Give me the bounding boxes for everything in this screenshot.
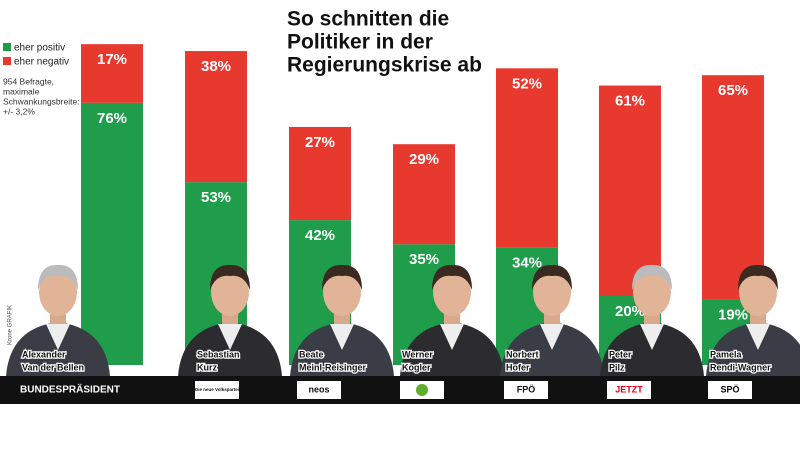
portrait bbox=[290, 264, 394, 376]
party-label: FPÖ bbox=[517, 384, 536, 394]
person-name: Pilz bbox=[609, 362, 625, 372]
legend-swatch bbox=[3, 57, 11, 65]
portrait-collar bbox=[46, 324, 70, 350]
value-label: 53% bbox=[201, 189, 231, 206]
person-name: Hofer bbox=[506, 362, 530, 372]
portrait-hair bbox=[532, 264, 572, 290]
portrait-hair bbox=[38, 264, 78, 290]
portrait-head bbox=[533, 268, 571, 316]
portrait-hair bbox=[322, 264, 362, 290]
portrait-collar bbox=[218, 324, 242, 350]
person-name: Pamela bbox=[710, 349, 743, 359]
portrait-hair bbox=[738, 264, 778, 290]
person-name: Beate bbox=[299, 349, 324, 359]
portrait-head bbox=[433, 268, 471, 316]
legend-label: eher positiv bbox=[14, 43, 65, 54]
bar-segment bbox=[185, 51, 247, 183]
portrait-head bbox=[39, 268, 77, 316]
value-label: 27% bbox=[305, 134, 335, 151]
person-name: Kurz bbox=[197, 362, 217, 372]
bar-segment bbox=[702, 75, 764, 300]
value-label: 76% bbox=[97, 110, 127, 127]
person-name: Kogler bbox=[402, 362, 431, 372]
party-logo bbox=[708, 381, 752, 399]
value-label: 52% bbox=[512, 75, 542, 92]
person-name: Peter bbox=[609, 349, 632, 359]
chart-title: Regierungskrise ab bbox=[287, 54, 482, 77]
note: +/- 3,2% bbox=[3, 106, 35, 116]
legend-label: eher negativ bbox=[14, 57, 69, 68]
bar-segment bbox=[81, 44, 143, 103]
value-label: 42% bbox=[305, 227, 335, 244]
value-label: 29% bbox=[409, 151, 439, 168]
portrait-collar bbox=[330, 324, 354, 350]
office-label: BUNDESPRÄSIDENT bbox=[20, 383, 120, 396]
portrait-collar bbox=[746, 324, 770, 350]
chart-title: So schnitten die bbox=[287, 8, 449, 31]
note: Schwankungsbreite: bbox=[3, 96, 80, 106]
party-logo bbox=[195, 381, 239, 399]
portrait-head bbox=[323, 268, 361, 316]
party-label: neos bbox=[308, 384, 329, 394]
note: 954 Befragte, bbox=[3, 76, 54, 86]
portrait-head bbox=[739, 268, 777, 316]
chart-title: Politiker in der bbox=[287, 31, 433, 54]
person-name: Sebastian bbox=[197, 349, 240, 359]
portrait-collar bbox=[640, 324, 664, 350]
portrait bbox=[706, 264, 800, 376]
party-label: JETZT bbox=[615, 384, 643, 394]
bar-segment bbox=[289, 126, 351, 221]
portrait-body bbox=[706, 322, 800, 376]
portrait-hair bbox=[432, 264, 472, 290]
portrait-head bbox=[211, 268, 249, 316]
party-logo bbox=[607, 381, 651, 399]
value-label: 61% bbox=[615, 93, 645, 110]
party-label: SPÖ bbox=[720, 384, 739, 394]
person-name: Alexander bbox=[22, 349, 66, 359]
note: maximale bbox=[3, 86, 40, 96]
portrait bbox=[600, 264, 704, 376]
bar-segment bbox=[393, 144, 455, 245]
person-name: Norbert bbox=[506, 349, 539, 359]
value-label: 65% bbox=[718, 82, 748, 99]
party-logo-icon bbox=[416, 384, 428, 396]
party-logo bbox=[504, 381, 548, 399]
portrait-hair bbox=[632, 264, 672, 290]
portrait-collar bbox=[440, 324, 464, 350]
portrait bbox=[178, 264, 282, 376]
party-logo bbox=[297, 381, 341, 399]
portrait-head bbox=[633, 268, 671, 316]
value-label: 34% bbox=[512, 255, 542, 272]
party-label: Die neue Volkspartei bbox=[195, 387, 239, 392]
portrait-hair bbox=[210, 264, 250, 290]
legend-swatch bbox=[3, 43, 11, 51]
value-label: 17% bbox=[97, 51, 127, 68]
value-label: 38% bbox=[201, 58, 231, 75]
credit: Krone GRAFIK bbox=[8, 305, 14, 345]
person-name: Van der Bellen bbox=[22, 362, 84, 372]
person-name: Rendi-Wagner bbox=[710, 362, 771, 372]
value-label: 19% bbox=[718, 306, 748, 323]
portrait-collar bbox=[540, 324, 564, 350]
person-name: Meinl-Reisinger bbox=[299, 362, 367, 372]
value-label: 35% bbox=[409, 251, 439, 268]
person-name: Werner bbox=[402, 349, 433, 359]
bar-segment bbox=[496, 68, 558, 248]
bar-segment bbox=[81, 102, 143, 366]
portrait bbox=[500, 264, 604, 376]
bar-segment bbox=[599, 85, 661, 296]
portrait bbox=[6, 264, 110, 376]
portrait bbox=[400, 264, 504, 376]
